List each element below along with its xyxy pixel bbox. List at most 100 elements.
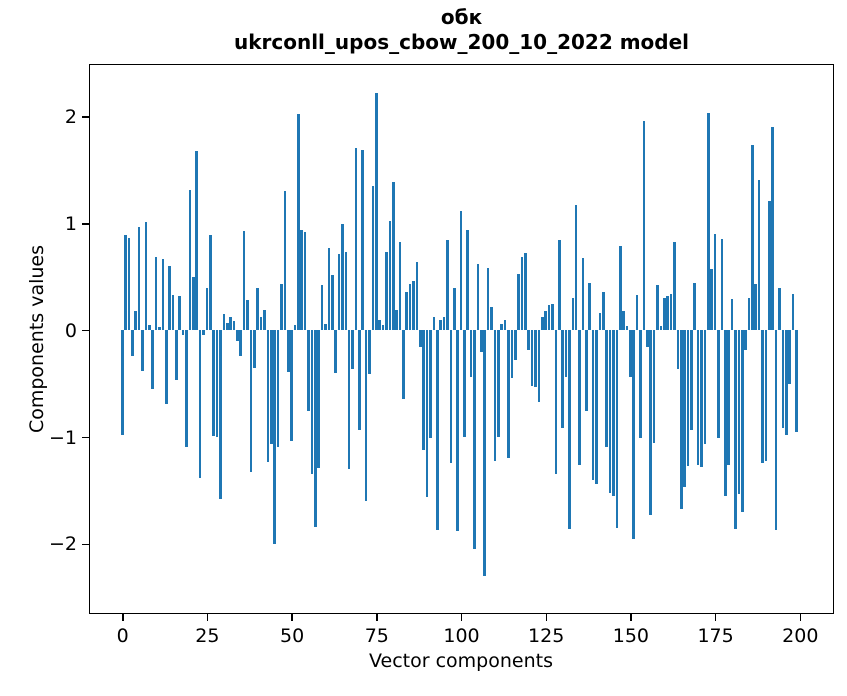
x-tick-mark-150 <box>630 614 632 621</box>
bar-component-59 <box>320 285 324 331</box>
bar-component-134 <box>574 205 578 331</box>
bar-component-29 <box>219 330 222 499</box>
chart-title-model: ukrconll_upos_cbow_200_10_2022 model <box>233 30 690 54</box>
bar-component-141 <box>598 313 602 331</box>
bar-component-83 <box>402 330 405 399</box>
bar-component-58 <box>317 330 321 468</box>
bar-component-138 <box>588 283 592 331</box>
x-tick-label-125: 125 <box>528 625 565 647</box>
bar-component-95 <box>442 317 446 331</box>
x-tick-mark-125 <box>545 614 547 621</box>
bar-component-34 <box>236 330 239 341</box>
y-tick-label--1: −1 <box>48 426 77 449</box>
bar-component-153 <box>639 330 642 439</box>
bar-component-122 <box>534 330 537 387</box>
bar-component-67 <box>347 330 351 470</box>
bar-component-174 <box>710 269 714 331</box>
x-tick-mark-50 <box>291 614 293 621</box>
bar-component-168 <box>690 330 693 430</box>
bar-component-13 <box>164 330 168 404</box>
bar-component-152 <box>635 294 639 331</box>
bar-component-156 <box>649 330 653 516</box>
bar-component-46 <box>276 330 280 447</box>
bar-component-111 <box>496 330 500 437</box>
bar-component-75 <box>374 93 378 331</box>
bar-component-167 <box>686 330 690 466</box>
bar-component-84 <box>405 291 409 331</box>
bar-component-179 <box>727 330 730 465</box>
bar-component-88 <box>419 330 422 348</box>
bar-component-113 <box>503 319 507 331</box>
bar-component-52 <box>297 114 300 331</box>
bar-component-74 <box>371 186 375 331</box>
bar-component-185 <box>747 298 751 331</box>
bar-component-193 <box>774 330 778 530</box>
bar-component-93 <box>435 330 439 530</box>
bar-component-110 <box>493 330 497 461</box>
bar-component-98 <box>452 287 456 331</box>
bar-component-107 <box>483 330 487 576</box>
y-tick-mark-1 <box>82 223 89 225</box>
bar-component-47 <box>280 284 283 331</box>
bar-component-166 <box>683 330 686 488</box>
bar-component-172 <box>703 330 707 445</box>
x-tick-mark-25 <box>206 614 209 621</box>
bar-component-118 <box>520 256 524 331</box>
bar-component-85 <box>408 284 412 331</box>
bar-component-161 <box>666 296 669 331</box>
bar-component-5 <box>137 226 141 331</box>
bar-component-38 <box>249 330 253 473</box>
bar-component-33 <box>232 320 236 331</box>
bar-component-151 <box>632 330 636 539</box>
bar-component-21 <box>192 276 195 331</box>
bar-component-145 <box>612 330 615 496</box>
bar-component-183 <box>740 330 744 512</box>
bar-component-112 <box>500 323 503 331</box>
bar-component-190 <box>764 330 768 461</box>
bar-component-127 <box>551 303 554 331</box>
bar-component-196 <box>784 330 788 435</box>
bar-component-146 <box>615 330 619 528</box>
bar-component-192 <box>771 127 774 331</box>
bar-component-35 <box>239 330 243 356</box>
bar-component-50 <box>290 330 293 442</box>
bar-component-132 <box>568 330 571 529</box>
bar-component-120 <box>527 330 531 351</box>
bar-component-135 <box>578 330 581 465</box>
bar-component-22 <box>195 150 199 331</box>
bar-component-137 <box>585 330 588 412</box>
bar-component-53 <box>300 229 304 331</box>
bar-component-8 <box>148 324 151 331</box>
bar-component-159 <box>659 325 663 331</box>
bar-component-177 <box>720 239 724 331</box>
bar-component-169 <box>693 283 697 331</box>
bar-component-43 <box>266 330 270 462</box>
bar-component-23 <box>198 330 202 478</box>
x-tick-mark-100 <box>460 614 463 621</box>
bar-component-71 <box>361 149 365 331</box>
bar-component-37 <box>246 300 249 331</box>
bar-component-176 <box>717 330 720 439</box>
bar-component-182 <box>737 330 741 494</box>
bar-component-12 <box>161 258 165 331</box>
bar-component-10 <box>154 256 158 331</box>
bar-component-195 <box>781 330 785 429</box>
bar-component-70 <box>358 330 361 430</box>
bar-component-198 <box>791 293 795 331</box>
bar-component-15 <box>171 294 175 331</box>
bar-component-155 <box>646 330 649 348</box>
bar-component-187 <box>754 284 758 331</box>
bar-component-39 <box>253 330 256 368</box>
bar-component-56 <box>310 330 314 475</box>
bar-component-126 <box>547 304 551 331</box>
bar-component-18 <box>181 330 185 336</box>
bar-component-119 <box>524 253 527 331</box>
bar-component-69 <box>354 147 358 331</box>
bar-component-144 <box>608 330 612 493</box>
bar-component-148 <box>622 311 625 331</box>
bar-component-96 <box>446 240 449 331</box>
bar-component-81 <box>395 309 398 331</box>
bar-component-154 <box>642 120 646 331</box>
bar-component-103 <box>469 330 473 378</box>
